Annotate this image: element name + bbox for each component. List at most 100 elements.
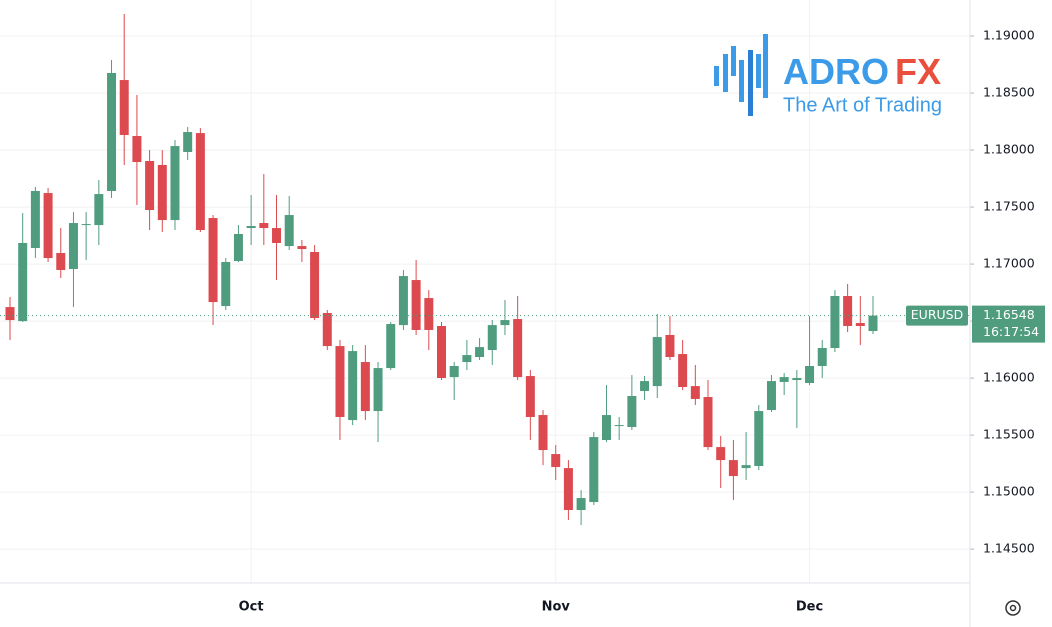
candle-body	[233, 233, 243, 261]
candle-body	[817, 347, 827, 367]
candle-body	[310, 251, 320, 319]
logo-name-accent: FX	[895, 51, 941, 92]
candle-body	[576, 498, 586, 511]
y-tick-label: 1.15500	[983, 427, 1035, 442]
candle-body	[728, 460, 738, 477]
price-tag	[972, 305, 1045, 343]
candle-body	[627, 396, 637, 428]
candle-body	[18, 242, 28, 322]
candle-body	[94, 194, 104, 226]
logo-bar	[748, 50, 753, 116]
candle-body	[754, 411, 764, 467]
candle-body	[246, 225, 256, 229]
candle-body	[830, 296, 840, 348]
candle-body	[348, 351, 358, 421]
candle-body	[525, 376, 535, 417]
candle-body	[551, 454, 561, 468]
candle-body	[589, 437, 599, 503]
x-tick-label: Nov	[542, 600, 571, 615]
candle-body	[386, 324, 396, 369]
logo: ADRO FX The Art of Trading	[714, 34, 942, 116]
y-tick-label: 1.16000	[983, 370, 1035, 385]
candle-body	[792, 377, 802, 381]
candle-body	[868, 315, 878, 332]
logo-bar	[763, 34, 768, 98]
candle-body	[170, 146, 180, 221]
candle-body	[132, 136, 142, 163]
candle-body	[513, 319, 523, 378]
candle-body	[640, 381, 650, 391]
candle-body	[360, 362, 370, 412]
candle-body	[5, 307, 15, 321]
logo-bar	[714, 66, 719, 86]
candle-body	[157, 164, 167, 221]
candle-body	[601, 415, 611, 441]
logo-bar	[739, 60, 744, 102]
settings-icon[interactable]	[1005, 600, 1021, 616]
candle-body	[195, 133, 205, 230]
candle-body	[398, 276, 408, 326]
candle-body	[716, 447, 726, 461]
candle-body	[43, 193, 53, 259]
candle-body	[449, 366, 459, 378]
logo-bar	[756, 54, 761, 88]
candle-body	[779, 377, 789, 382]
candle-body	[424, 298, 434, 330]
logo-bar	[723, 54, 728, 92]
candle-body	[652, 337, 662, 387]
candle-body	[183, 132, 193, 152]
candle-body	[373, 368, 383, 412]
settings-icon-center	[1009, 604, 1017, 612]
candle-body	[335, 346, 345, 417]
candle-body	[284, 215, 294, 247]
candle-body	[475, 347, 485, 358]
candle-body	[766, 381, 776, 411]
candle-body	[462, 355, 472, 363]
candle-body	[272, 228, 282, 243]
logo-name: ADRO FX	[783, 51, 941, 92]
candle-body	[741, 465, 751, 469]
candle-body	[30, 190, 40, 249]
candle-body	[297, 246, 307, 250]
candle-body	[68, 223, 78, 269]
candle-body	[678, 354, 688, 387]
candle-body	[208, 218, 218, 303]
y-tick-label: 1.17000	[983, 256, 1035, 271]
candle-body	[500, 320, 510, 326]
candle-body	[259, 223, 269, 229]
candle-body	[563, 468, 573, 511]
countdown-text: 16:17:54	[983, 324, 1039, 339]
candle-body	[690, 386, 700, 399]
logo-tagline: The Art of Trading	[783, 94, 942, 116]
candle-body	[56, 253, 66, 271]
price-tag-text: 1.16548	[983, 307, 1035, 322]
logo-bar	[731, 46, 736, 76]
symbol-tag	[906, 305, 968, 326]
candle-body	[145, 161, 155, 211]
y-tick-label: 1.15000	[983, 484, 1035, 499]
candle-body	[805, 366, 815, 384]
candle-body	[855, 323, 865, 326]
logo-name-main: ADRO	[783, 51, 889, 92]
candle-body	[487, 325, 497, 351]
candle-body	[538, 415, 548, 451]
candle-body	[107, 72, 117, 191]
y-tick-label: 1.19000	[983, 28, 1035, 43]
y-tick-label: 1.14500	[983, 541, 1035, 556]
y-tick-label: 1.18000	[983, 142, 1035, 157]
candle-body	[119, 80, 129, 136]
candle-body	[411, 280, 421, 330]
symbol-tag-text: EURUSD	[911, 307, 963, 322]
y-tick-label: 1.17500	[983, 199, 1035, 214]
candle-body	[665, 334, 675, 358]
candle-body	[843, 296, 853, 326]
candle-body	[437, 325, 446, 378]
x-tick-label: Oct	[239, 600, 264, 615]
x-tick-label: Dec	[796, 600, 823, 615]
candle-body	[322, 312, 332, 347]
candle-body	[614, 425, 624, 427]
candle-body	[221, 262, 231, 307]
candle-body	[703, 397, 713, 448]
